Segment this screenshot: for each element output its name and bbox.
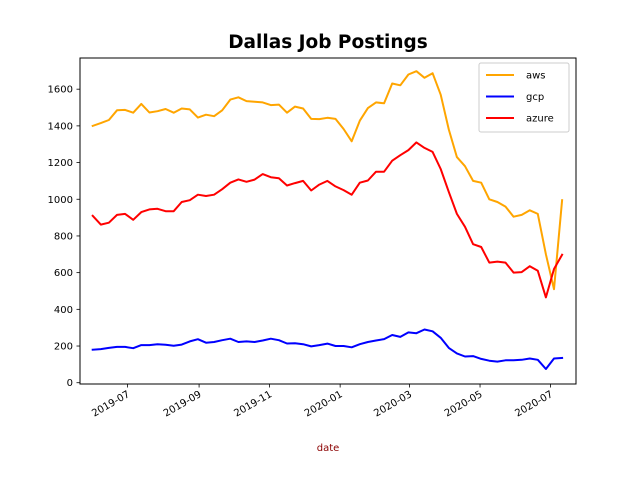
plot-frame: [79, 57, 577, 385]
chart-title: Dallas Job Postings: [228, 32, 428, 53]
y-tick-label: 1200: [48, 158, 73, 169]
legend-label-gcp: gcp: [526, 92, 544, 103]
legend-box: [478, 62, 570, 133]
y-tick-label: 1000: [48, 195, 73, 206]
legend-label-aws: aws: [526, 71, 546, 82]
series-line-aws: [91, 70, 564, 291]
series-line-azure: [91, 141, 564, 299]
legend: aws gcp azure: [478, 62, 570, 133]
y-tick-label: 1600: [48, 85, 73, 96]
y-tick-label: 600: [54, 268, 73, 279]
legend-label-azure: azure: [526, 114, 554, 125]
series-layer: [91, 70, 564, 370]
y-tick-label: 200: [54, 342, 73, 353]
y-axis: 0 200 400 600 800 1000 1200 1400 1600: [48, 85, 80, 389]
series-line-gcp: [91, 328, 564, 370]
y-tick-label: 1400: [48, 121, 73, 132]
x-axis-label: date: [317, 443, 340, 454]
y-tick-label: 800: [54, 231, 73, 242]
y-tick-label: 0: [67, 378, 73, 389]
y-tick-label: 400: [54, 305, 73, 316]
